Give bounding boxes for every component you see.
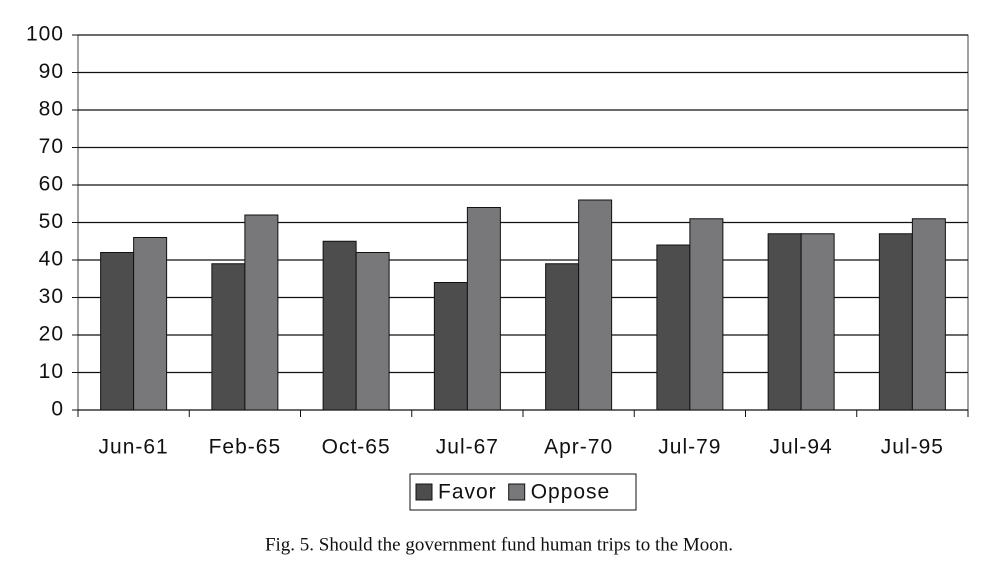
x-tick-label: Jul-79 bbox=[658, 436, 721, 459]
x-tick-label: Jul-94 bbox=[770, 436, 833, 459]
bar bbox=[355, 252, 390, 411]
y-tick-label: 50 bbox=[39, 210, 64, 233]
legend-label: Favor bbox=[438, 481, 497, 504]
y-tick-label: 100 bbox=[26, 23, 64, 46]
bar bbox=[433, 282, 468, 411]
bar bbox=[767, 233, 802, 411]
legend-swatch bbox=[415, 483, 433, 501]
legend-swatch bbox=[508, 483, 526, 501]
x-tick-label: Feb-65 bbox=[209, 436, 282, 459]
x-tick-label: Apr-70 bbox=[544, 436, 613, 459]
bar bbox=[244, 214, 279, 411]
legend-label: Oppose bbox=[531, 481, 611, 504]
bar bbox=[578, 199, 613, 411]
y-tick-label: 90 bbox=[39, 60, 64, 83]
y-tick-label: 60 bbox=[39, 173, 64, 196]
bar bbox=[689, 218, 724, 411]
y-tick-label: 70 bbox=[39, 135, 64, 158]
x-tick-label: Oct-65 bbox=[322, 436, 391, 459]
bar bbox=[100, 252, 135, 411]
y-tick-label: 10 bbox=[39, 360, 64, 383]
bar bbox=[545, 263, 580, 411]
bar bbox=[322, 240, 357, 411]
y-tick-label: 80 bbox=[39, 98, 64, 121]
bar bbox=[878, 233, 913, 411]
caption: Fig. 5. Should the government fund human… bbox=[265, 534, 733, 555]
y-tick-label: 20 bbox=[39, 323, 64, 346]
y-tick-label: 40 bbox=[39, 248, 64, 271]
bar bbox=[911, 218, 946, 411]
bar bbox=[466, 207, 501, 411]
bar bbox=[133, 237, 168, 411]
x-tick-label: Jul-95 bbox=[881, 436, 944, 459]
bar bbox=[211, 263, 246, 411]
y-tick-label: 30 bbox=[39, 285, 64, 308]
x-tick-label: Jun-61 bbox=[99, 436, 169, 459]
x-tick-label: Jul-67 bbox=[436, 436, 499, 459]
bar bbox=[656, 244, 691, 411]
bar bbox=[800, 233, 835, 411]
y-tick-label: 0 bbox=[51, 398, 64, 421]
